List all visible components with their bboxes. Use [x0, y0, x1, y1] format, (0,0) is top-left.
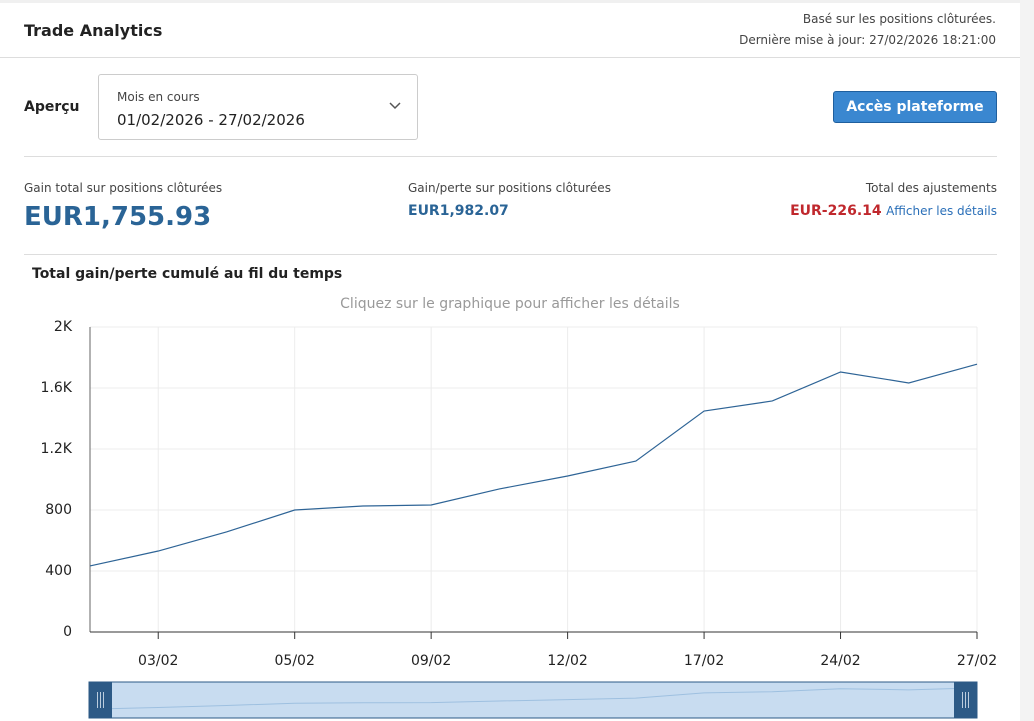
details-link[interactable]: Afficher les détails	[886, 204, 997, 218]
stat-value: EUR1,982.07	[408, 203, 509, 219]
x-tick-label: 24/02	[820, 653, 860, 669]
header-note: Basé sur les positions clôturées.	[802, 12, 996, 26]
overview-label: Aperçu	[24, 99, 80, 115]
stat-label: Gain total sur positions clôturées	[24, 181, 223, 195]
chart-subtitle: Cliquez sur le graphique pour afficher l…	[340, 296, 680, 312]
stat-label: Total des ajustements	[865, 181, 997, 195]
line-series	[89, 363, 978, 567]
x-tick-label: 09/02	[411, 653, 451, 669]
x-tick-label: 12/02	[547, 653, 587, 669]
stat-label: Gain/perte sur positions clôturées	[408, 181, 611, 195]
stat-row: EUR-226.14 Afficher les détails	[790, 203, 997, 219]
chevron	[389, 102, 401, 110]
platform-button[interactable]: Accès plateforme	[833, 91, 997, 123]
y-tick-label: 400	[45, 563, 72, 579]
x-tick-label: 03/02	[138, 653, 178, 669]
page-title: Trade Analytics	[24, 21, 163, 40]
chart-title: Total gain/perte cumulé au fil du temps	[32, 266, 343, 282]
y-tick-label: 0	[63, 624, 72, 640]
y-tick-label: 1.6K	[41, 380, 73, 396]
header-updated: Dernière mise à jour: 27/02/2026 18:21:0…	[739, 33, 996, 47]
dropdown-label: Mois en cours	[117, 90, 200, 104]
stat-value: EUR1,755.93	[24, 202, 212, 232]
y-tick-label: 800	[45, 502, 72, 518]
x-tick-label: 05/02	[275, 653, 315, 669]
dropdown-value: 01/02/2026 - 27/02/2026	[117, 111, 305, 129]
x-tick-label: 27/02	[957, 653, 997, 669]
side-bar	[1020, 0, 1034, 721]
divider	[24, 254, 997, 255]
y-tick-label: 2K	[54, 319, 73, 335]
divider	[0, 57, 1020, 58]
divider	[24, 156, 997, 157]
y-tick-label: 1.2K	[41, 441, 73, 457]
navigator-line	[89, 687, 978, 710]
period-dropdown[interactable]: Mois en cours 01/02/2026 - 27/02/2026	[98, 74, 418, 140]
stat-value: EUR-226.14	[790, 203, 882, 219]
x-tick-label: 17/02	[684, 653, 724, 669]
top-bar	[0, 0, 1020, 3]
